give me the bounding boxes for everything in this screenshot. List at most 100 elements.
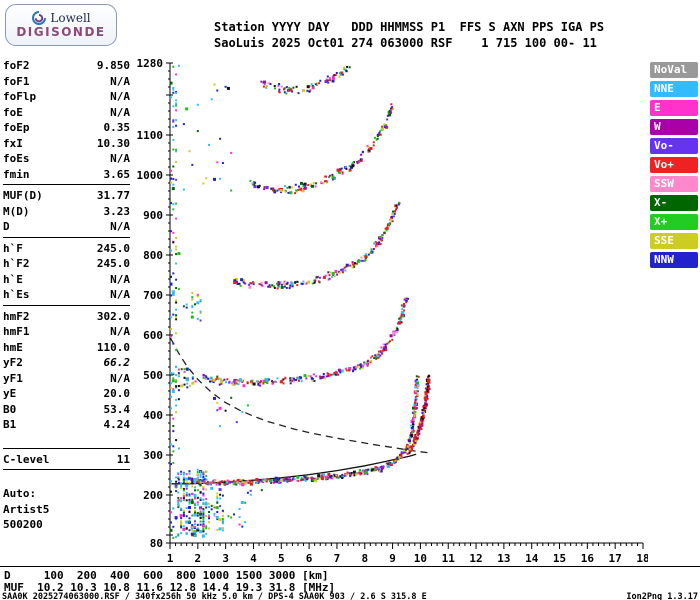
echo-dot (411, 430, 414, 433)
echo-dot (318, 276, 321, 279)
echo-dot (268, 479, 272, 483)
echo-dot (207, 377, 210, 380)
echo-dot (382, 465, 385, 468)
echo-dot (331, 173, 334, 176)
echo-dot (223, 481, 226, 484)
echo-dot (374, 242, 377, 245)
echo-dot (233, 382, 236, 385)
echo-dot (258, 480, 260, 483)
echo-dot (264, 378, 267, 381)
noise-dot (170, 463, 172, 466)
echo-dot (326, 75, 329, 78)
echo-dot (346, 65, 349, 68)
noise-dot (191, 163, 194, 166)
noise-dot (175, 366, 178, 369)
echo-dot (424, 387, 427, 390)
noise-dot (180, 368, 183, 371)
noise-dot (196, 527, 199, 530)
echo-dot (322, 182, 325, 185)
echo-dot (348, 472, 351, 475)
noise-dot (191, 534, 194, 537)
echo-dot (414, 412, 417, 415)
echo-dot (370, 469, 373, 472)
f2-trace-hop2 (202, 297, 409, 388)
param-value: 0.35 (103, 121, 131, 134)
echo-dot (253, 185, 257, 189)
echo-dot (411, 411, 414, 414)
echo-dot (376, 242, 380, 246)
noise-dot (194, 531, 196, 534)
param-label: foEp (3, 121, 30, 134)
param-label: foE (3, 105, 23, 119)
echo-dot (361, 364, 365, 368)
noise-dot (219, 497, 222, 500)
noise-dot (191, 304, 194, 307)
noise-dot (199, 507, 202, 510)
echo-dot (391, 215, 393, 218)
noise-dot (180, 473, 183, 476)
noise-dot (194, 497, 196, 500)
echo-dot (278, 83, 281, 85)
echo-dot (388, 462, 391, 465)
noise-dot (177, 64, 180, 67)
noise-dot (221, 529, 224, 532)
echo-dot (413, 440, 416, 443)
noise-dot (188, 481, 191, 484)
noise-dot (188, 520, 191, 523)
echo-dot (300, 181, 303, 185)
echo-dot (341, 171, 344, 174)
echo-dot (356, 365, 359, 368)
tick-label: 200 (143, 489, 163, 502)
echo-dot (296, 378, 299, 381)
noise-dot (171, 390, 175, 393)
echo-dot (412, 428, 415, 431)
echo-dot (303, 478, 306, 481)
echo-dot (363, 361, 366, 364)
echo-dot (306, 89, 309, 92)
noise-dot (221, 494, 224, 497)
param-label: C-level (3, 452, 50, 466)
noise-dot (182, 478, 185, 481)
noise-dot (202, 488, 205, 491)
echo-dot (324, 175, 327, 178)
tick-label: 1100 (137, 129, 164, 142)
noise-dot (175, 73, 178, 76)
echo-dot (375, 244, 378, 247)
echo-dot (296, 376, 299, 379)
echo-dot (355, 473, 358, 476)
noise-dot (175, 245, 178, 248)
param-value: 20.0 (103, 387, 131, 400)
noise-dot (202, 510, 205, 513)
echo-dot (286, 186, 289, 189)
echo-dot (396, 458, 399, 460)
echo-dot (290, 376, 293, 380)
echo-dot (288, 479, 291, 482)
noise-dot (199, 319, 202, 322)
noise-dot (175, 315, 178, 318)
echo-dot (408, 451, 411, 454)
noise-dot (172, 65, 175, 68)
noise-dot (213, 512, 216, 515)
noise-dot (172, 231, 175, 234)
echo-dot (234, 278, 238, 281)
echo-dot (369, 356, 372, 359)
echo-dot (415, 397, 418, 399)
echo-dot (310, 83, 313, 86)
echo-dot (262, 480, 265, 483)
noise-dot (170, 249, 172, 252)
echo-dot (277, 281, 280, 283)
echo-dot (370, 359, 373, 362)
noise-dot (182, 492, 185, 495)
noise-dot (182, 527, 186, 531)
echo-dot (314, 279, 317, 282)
echo-dot (384, 227, 387, 230)
noise-dot (213, 480, 216, 483)
noise-dot (177, 506, 180, 509)
echo-dot (360, 158, 363, 161)
echo-dot (327, 373, 330, 375)
noise-dot (170, 96, 172, 99)
noise-dot (189, 384, 191, 387)
echo-dot (273, 285, 275, 288)
echo-dot (335, 474, 338, 477)
echo-dot (379, 243, 382, 245)
